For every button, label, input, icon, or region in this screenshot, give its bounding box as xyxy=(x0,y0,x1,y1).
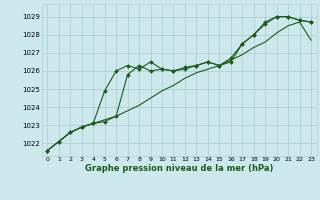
X-axis label: Graphe pression niveau de la mer (hPa): Graphe pression niveau de la mer (hPa) xyxy=(85,164,273,173)
